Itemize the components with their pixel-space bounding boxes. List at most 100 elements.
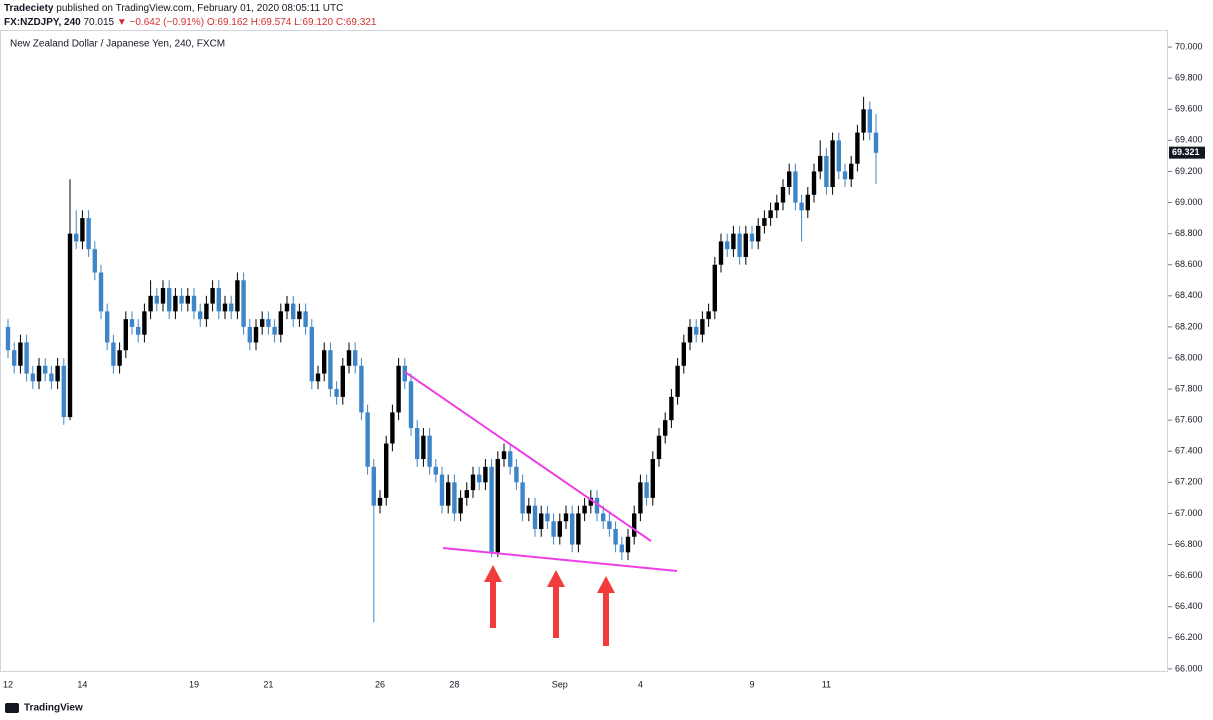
x-tick-label: 4 bbox=[638, 679, 643, 689]
candle-body bbox=[328, 350, 333, 390]
candle-body bbox=[260, 319, 265, 327]
candle-body bbox=[830, 140, 835, 188]
candle-body bbox=[210, 288, 215, 304]
candle-body bbox=[780, 187, 786, 203]
trend-line bbox=[404, 371, 652, 542]
footer-brand: TradingView bbox=[24, 703, 83, 714]
candle-body bbox=[514, 466, 519, 483]
candle-body bbox=[98, 272, 104, 312]
candle-body bbox=[18, 342, 23, 366]
candle-body bbox=[154, 295, 159, 304]
candle-body bbox=[706, 311, 711, 320]
candle-body bbox=[291, 303, 296, 320]
candle-body bbox=[687, 326, 693, 343]
candle-body bbox=[5, 326, 11, 351]
y-tick-label: 68.000 bbox=[1175, 352, 1203, 362]
candle-body bbox=[377, 497, 383, 506]
candle-body bbox=[632, 513, 637, 537]
candle-body bbox=[408, 381, 414, 428]
candle-body bbox=[458, 497, 463, 514]
candle-body bbox=[520, 482, 525, 514]
candles bbox=[5, 96, 879, 623]
candle-body bbox=[470, 474, 476, 491]
candle-body bbox=[619, 544, 624, 553]
y-tick-label: 68.800 bbox=[1175, 228, 1203, 238]
candle-body bbox=[142, 311, 147, 335]
y-tick-label: 69.800 bbox=[1175, 73, 1203, 83]
ohlc: O:69.162 H:69.574 L:69.120 C:69.321 bbox=[207, 17, 377, 28]
candle-body bbox=[867, 109, 872, 133]
candle-body bbox=[477, 474, 482, 483]
candle-body bbox=[774, 202, 779, 211]
header-line: Tradeciety published on TradingView.com,… bbox=[4, 3, 343, 14]
candle-body bbox=[272, 326, 277, 335]
candle-body bbox=[625, 536, 631, 553]
candle-body bbox=[74, 233, 79, 242]
candle-body bbox=[582, 505, 587, 514]
candle-body bbox=[315, 373, 321, 382]
candle-body bbox=[415, 427, 420, 460]
candle-body bbox=[322, 350, 327, 374]
candle-body bbox=[743, 233, 748, 257]
arrow bbox=[597, 576, 615, 646]
candle-body bbox=[731, 233, 736, 250]
y-tick-label: 67.200 bbox=[1175, 477, 1203, 487]
candle-body bbox=[836, 140, 841, 172]
candle-body bbox=[681, 342, 686, 366]
y-tick-label: 67.400 bbox=[1175, 446, 1203, 456]
candle-body bbox=[334, 389, 339, 397]
candle-body bbox=[173, 295, 178, 312]
candle-body bbox=[92, 249, 97, 273]
y-tick-label: 69.600 bbox=[1175, 104, 1203, 114]
candle-body bbox=[489, 466, 494, 553]
arrow bbox=[484, 565, 502, 628]
candle-body bbox=[129, 319, 135, 327]
y-tick-label: 66.000 bbox=[1175, 663, 1203, 673]
candle-body bbox=[247, 326, 252, 343]
last-price-label: 69.321 bbox=[1172, 147, 1200, 157]
candle-body bbox=[402, 365, 407, 382]
candle-body bbox=[787, 171, 792, 188]
candle-body bbox=[198, 311, 203, 320]
symbol-line: FX:NZDJPY, 240 70.015 ▼ −0.642 (−0.91%) … bbox=[4, 17, 377, 28]
candle-body bbox=[570, 513, 575, 545]
publisher: Tradeciety bbox=[4, 3, 54, 14]
candle-body bbox=[607, 521, 612, 529]
candle-body bbox=[594, 497, 600, 514]
candle-body bbox=[563, 513, 569, 522]
candle-body bbox=[229, 303, 234, 312]
candle-body bbox=[179, 295, 184, 304]
candle-body bbox=[353, 350, 358, 366]
candle-body bbox=[191, 295, 197, 312]
candle-body bbox=[557, 521, 562, 537]
candle-body bbox=[539, 513, 544, 529]
candle-body bbox=[824, 155, 829, 188]
candle-body bbox=[55, 365, 60, 382]
candle-body bbox=[725, 241, 730, 250]
candle-body bbox=[390, 412, 395, 444]
x-tick-label: Sep bbox=[552, 679, 568, 689]
candle-body bbox=[396, 365, 401, 413]
x-tick-label: 21 bbox=[263, 679, 273, 689]
candle-body bbox=[284, 303, 290, 312]
last-price-box bbox=[1169, 146, 1205, 159]
candle-body bbox=[235, 280, 240, 312]
plot-frame bbox=[0, 30, 1168, 672]
candle-body bbox=[185, 295, 190, 304]
candle-body bbox=[446, 482, 451, 506]
candle-body bbox=[36, 365, 42, 382]
candle-body bbox=[749, 233, 755, 242]
published: published on TradingView.com, February 0… bbox=[56, 3, 343, 14]
y-tick-label: 66.600 bbox=[1175, 570, 1203, 580]
candle-body bbox=[297, 311, 302, 320]
candle-body bbox=[675, 365, 680, 397]
candle-body bbox=[278, 311, 283, 335]
candle-body bbox=[136, 326, 141, 335]
candle-body bbox=[204, 303, 209, 320]
candle-body bbox=[508, 451, 513, 467]
y-tick-label: 67.800 bbox=[1175, 383, 1203, 393]
candle-body bbox=[365, 412, 370, 467]
candle-body bbox=[638, 482, 643, 514]
